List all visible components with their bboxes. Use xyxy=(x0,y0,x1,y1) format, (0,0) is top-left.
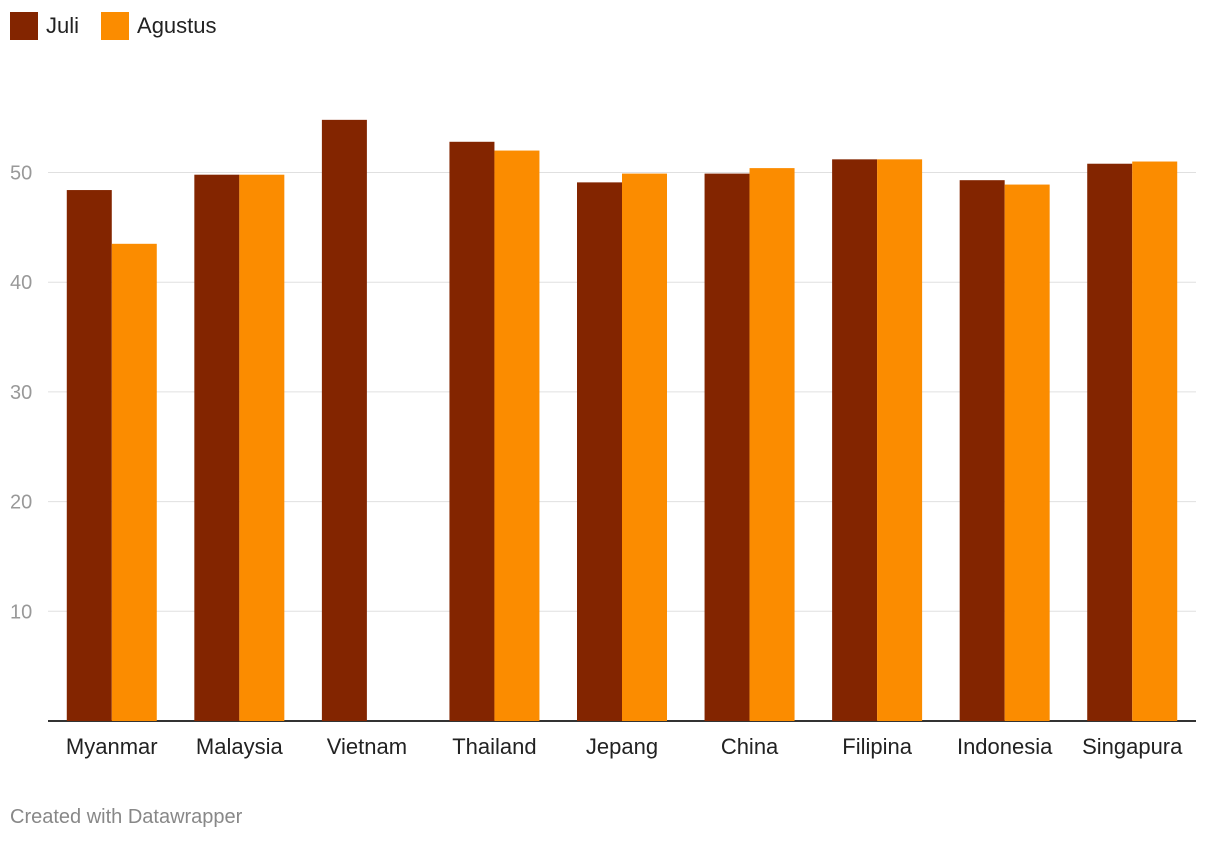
x-tick-label-indonesia: Indonesia xyxy=(957,734,1053,759)
bar-juli-myanmar xyxy=(66,190,112,721)
bar-agustus-thailand xyxy=(494,150,540,721)
footer-credit: Created with Datawrapper xyxy=(10,806,243,828)
bar-juli-thailand xyxy=(449,141,495,721)
x-tick-label-singapura: Singapura xyxy=(1082,734,1183,759)
legend-swatch-juli xyxy=(10,12,38,40)
x-tick-label-malaysia: Malaysia xyxy=(196,734,284,759)
bar-agustus-myanmar xyxy=(111,243,157,721)
bar-agustus-indonesia xyxy=(1004,184,1050,721)
legend-label-agustus: Agustus xyxy=(137,13,217,38)
bar-agustus-filipina xyxy=(877,159,923,721)
y-tick-label-10: 10 xyxy=(10,601,32,623)
bar-juli-vietnam xyxy=(321,119,367,722)
bar-agustus-malaysia xyxy=(239,174,285,722)
bar-agustus-singapura xyxy=(1132,161,1178,721)
x-tick-label-filipina: Filipina xyxy=(842,734,912,759)
y-tick-label-50: 50 xyxy=(10,163,32,185)
x-tick-label-vietnam: Vietnam xyxy=(327,734,407,759)
bar-juli-jepang xyxy=(577,182,622,722)
x-tick-label-thailand: Thailand xyxy=(452,734,536,759)
bar-juli-singapura xyxy=(1087,163,1133,721)
bar-juli-china xyxy=(704,173,750,722)
bar-juli-filipina xyxy=(832,159,878,721)
x-tick-label-myanmar: Myanmar xyxy=(66,734,158,759)
legend: Juli Agustus xyxy=(10,12,217,40)
y-tick-label-40: 40 xyxy=(10,272,32,294)
legend-item-agustus: Agustus xyxy=(101,12,217,40)
x-tick-label-china: China xyxy=(721,734,779,759)
legend-label-juli: Juli xyxy=(46,13,80,38)
bar-agustus-jepang xyxy=(622,173,667,722)
legend-swatch-agustus xyxy=(101,12,130,40)
legend-item-juli: Juli xyxy=(10,12,79,40)
y-tick-label-20: 20 xyxy=(10,492,32,514)
bar-juli-malaysia xyxy=(194,174,240,722)
bar-juli-indonesia xyxy=(959,180,1005,721)
y-tick-label-30: 30 xyxy=(10,382,32,404)
bar-agustus-china xyxy=(749,168,795,721)
x-tick-label-jepang: Jepang xyxy=(586,734,658,759)
